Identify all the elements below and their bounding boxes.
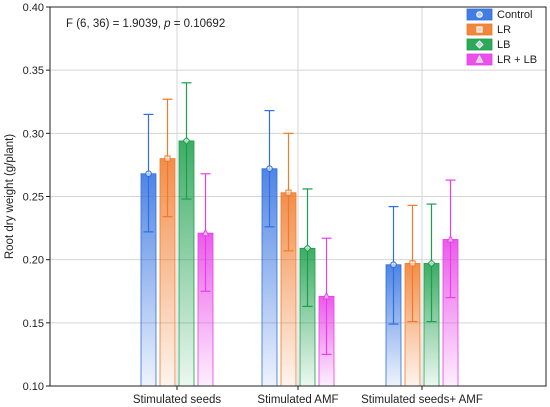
- marker-square: [476, 26, 483, 33]
- marker-circle: [145, 170, 152, 178]
- y-tick-label: 0.15: [23, 318, 44, 330]
- x-category-label: Stimulated AMF: [257, 394, 338, 406]
- stat-p-symbol: p: [163, 18, 171, 30]
- marker-circle: [390, 261, 397, 269]
- marker-triangle: [446, 234, 455, 243]
- stat-annotation: F (6, 36) = 1.9039, p = 0.10692: [66, 18, 225, 30]
- stat-prefix: F (6, 36) = 1.9039,: [66, 18, 164, 30]
- legend-label: Control: [497, 9, 532, 21]
- marker-diamond: [182, 136, 191, 146]
- y-tick-label: 0.30: [23, 128, 44, 140]
- error-bars: [143, 82, 456, 356]
- marker-square: [285, 189, 292, 196]
- legend: Control LR LB LR + LB: [466, 8, 537, 66]
- y-tick-label: 0.35: [23, 65, 44, 77]
- marker-triangle: [201, 228, 210, 237]
- legend-label: LR: [497, 24, 511, 36]
- marker-diamond: [303, 244, 312, 253]
- marker-square: [409, 260, 416, 267]
- grid-lines: [50, 7, 546, 386]
- marker-diamond: [427, 259, 436, 268]
- y-tick-label: 0.40: [23, 2, 44, 14]
- y-axis-title: Root dry weight (g/plant): [4, 134, 16, 259]
- y-tick-label: 0.25: [23, 192, 44, 204]
- stat-suffix: = 0.10692: [171, 18, 226, 30]
- marker-square: [164, 155, 171, 162]
- marker-circle: [266, 165, 273, 173]
- x-category-label: Stimulated seeds+ AMF: [361, 394, 483, 406]
- y-tick-label: 0.10: [23, 381, 44, 393]
- y-tick-label: 0.20: [23, 255, 44, 267]
- x-category-label: Stimulated seeds: [133, 394, 221, 406]
- marker-circle: [476, 11, 483, 18]
- marker-triangle: [475, 55, 484, 63]
- marker-triangle: [322, 291, 331, 300]
- legend-label: LR + LB: [497, 54, 537, 66]
- legend-label: LB: [497, 39, 510, 51]
- axes: 0.10 0.15 0.20 0.25 0.30 0.35 0.40 Stimulated s…: [23, 2, 547, 406]
- marker-diamond: [475, 40, 484, 49]
